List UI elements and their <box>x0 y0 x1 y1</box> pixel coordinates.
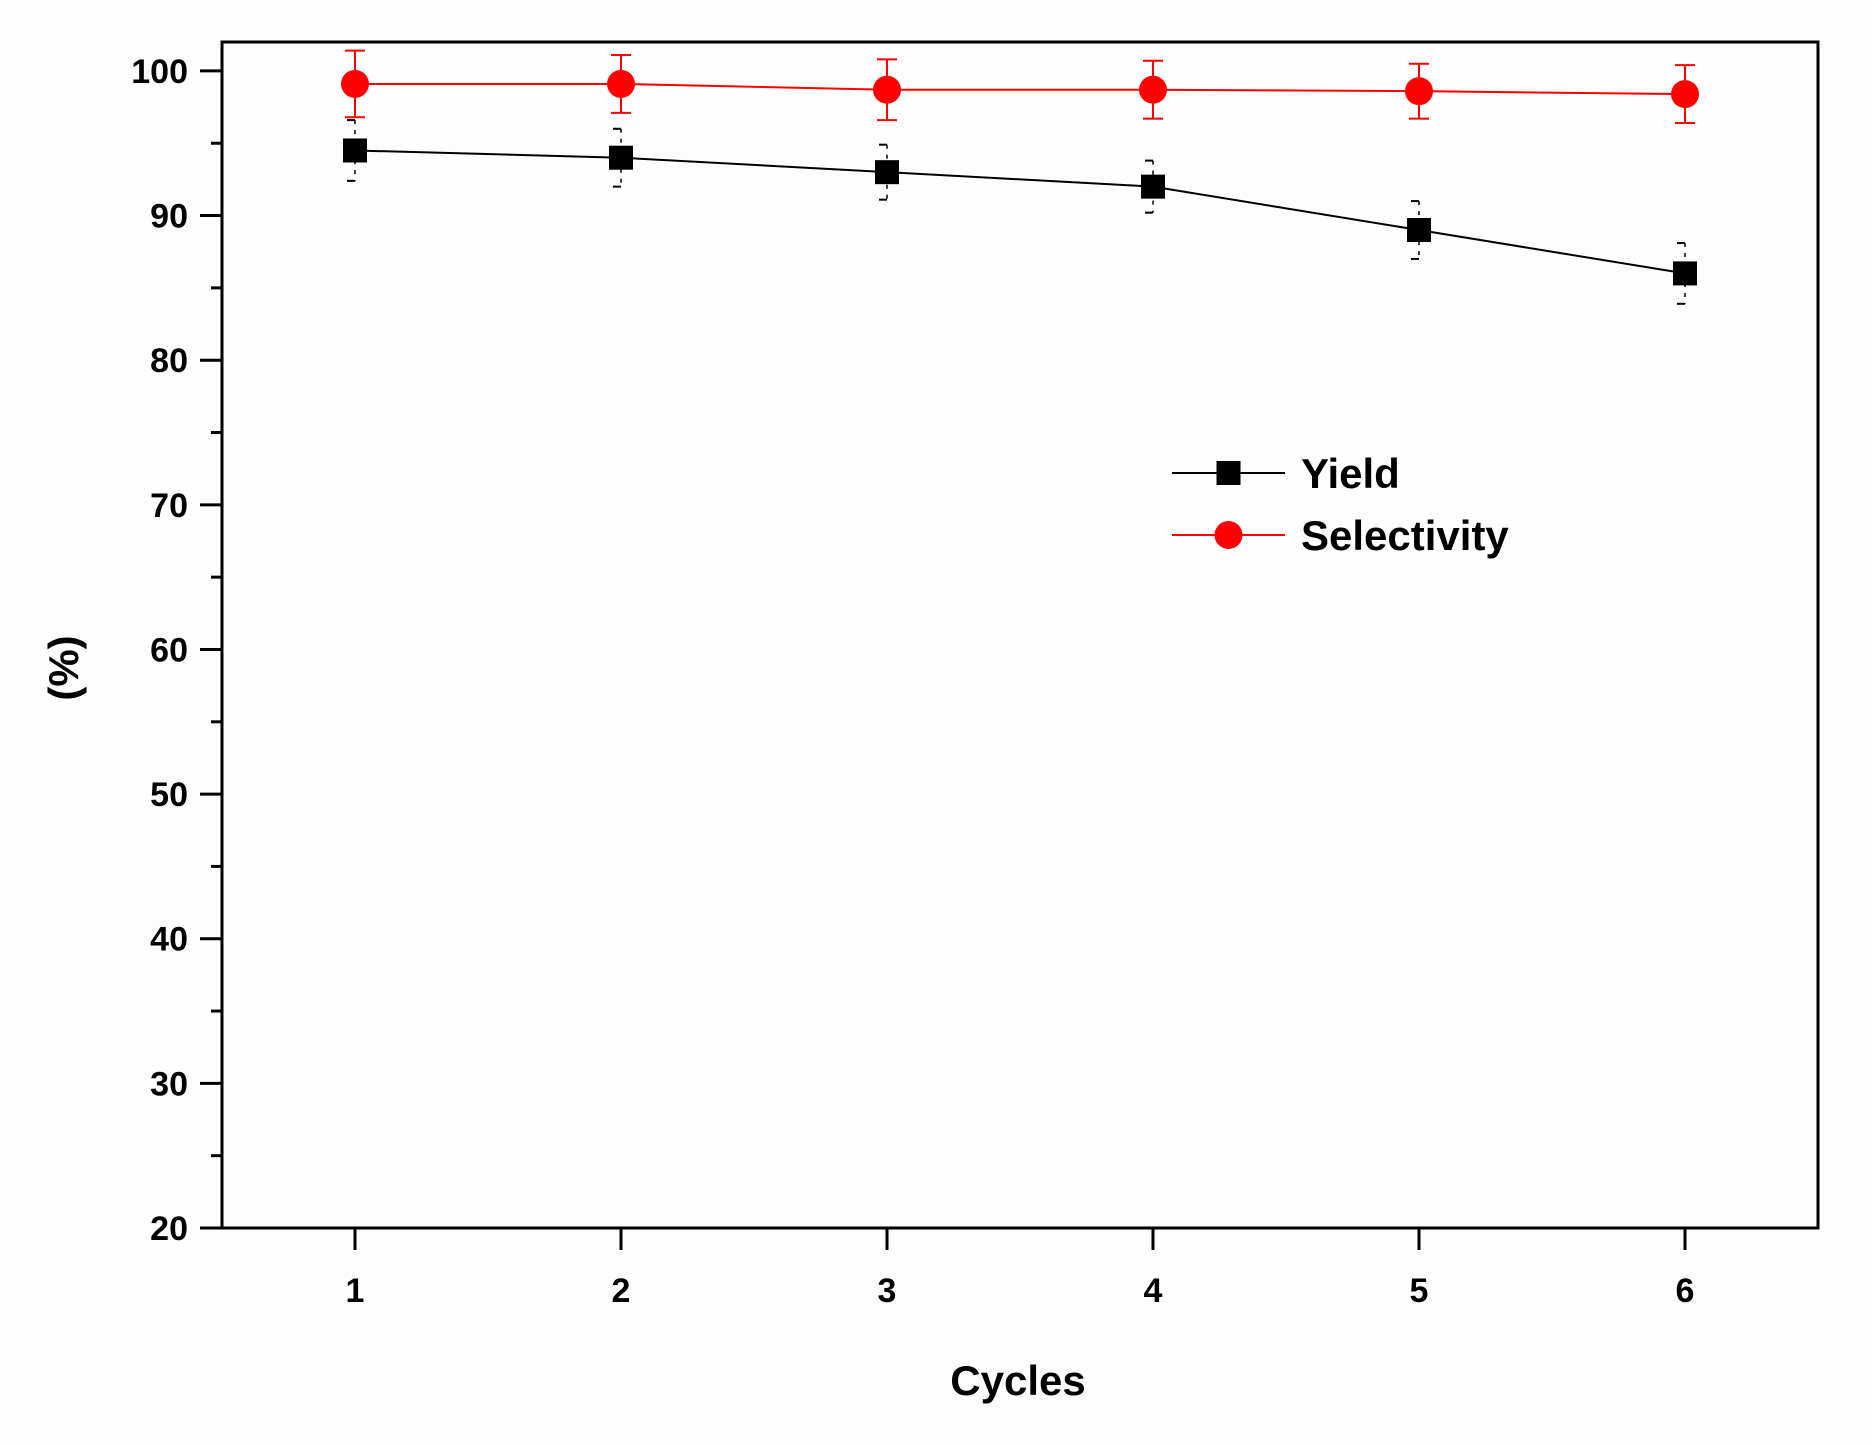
plot-frame <box>220 40 1820 1230</box>
legend-selectivity-marker <box>1214 521 1243 549</box>
x-tick-label: 5 <box>1410 1272 1429 1310</box>
x-axis-title: Cycles <box>950 1357 1085 1404</box>
y-tick-label: 60 <box>150 631 188 669</box>
y-tick-label: 90 <box>150 198 188 236</box>
selectivity-point <box>341 69 369 98</box>
yield-point <box>875 160 899 185</box>
y-tick-label: 80 <box>150 342 188 380</box>
x-tick-label: 2 <box>612 1272 631 1310</box>
series-layer <box>341 49 1699 305</box>
legend-yield-marker <box>1216 461 1241 485</box>
selectivity-point <box>873 75 901 104</box>
x-axis: 1 2 3 4 5 6 <box>346 1228 1695 1310</box>
y-tick-label: 100 <box>131 53 188 91</box>
x-tick-label: 6 <box>1676 1272 1695 1310</box>
y-tick-label: 70 <box>150 487 188 525</box>
series-yield <box>343 119 1697 305</box>
legend-selectivity-label: Selectivity <box>1301 512 1509 559</box>
y-tick-label: 30 <box>150 1065 188 1103</box>
y-tick-label: 50 <box>150 776 188 814</box>
x-tick-label: 4 <box>1144 1272 1163 1310</box>
selectivity-line <box>355 82 1686 96</box>
legend: Yield Selectivity <box>1172 450 1509 559</box>
y-axis: 20 30 40 50 60 70 80 90 100 <box>131 53 222 1248</box>
x-tick-label: 3 <box>878 1272 897 1310</box>
legend-yield-label: Yield <box>1301 450 1400 497</box>
selectivity-point <box>607 69 635 98</box>
yield-point <box>609 145 633 170</box>
yield-point <box>343 138 367 163</box>
selectivity-point <box>1671 80 1699 109</box>
yield-point <box>1673 261 1697 286</box>
yield-point <box>1407 218 1431 243</box>
yield-line <box>354 149 1686 275</box>
selectivity-point <box>1139 75 1167 104</box>
y-tick-label: 40 <box>150 921 188 959</box>
y-tick-label: 20 <box>150 1210 188 1248</box>
selectivity-point <box>1405 77 1433 106</box>
yield-point <box>1141 174 1165 199</box>
plot-area <box>220 40 1820 1230</box>
y-axis-title: (%) <box>40 635 87 700</box>
x-tick-label: 1 <box>346 1272 365 1310</box>
series-selectivity <box>341 49 1699 124</box>
